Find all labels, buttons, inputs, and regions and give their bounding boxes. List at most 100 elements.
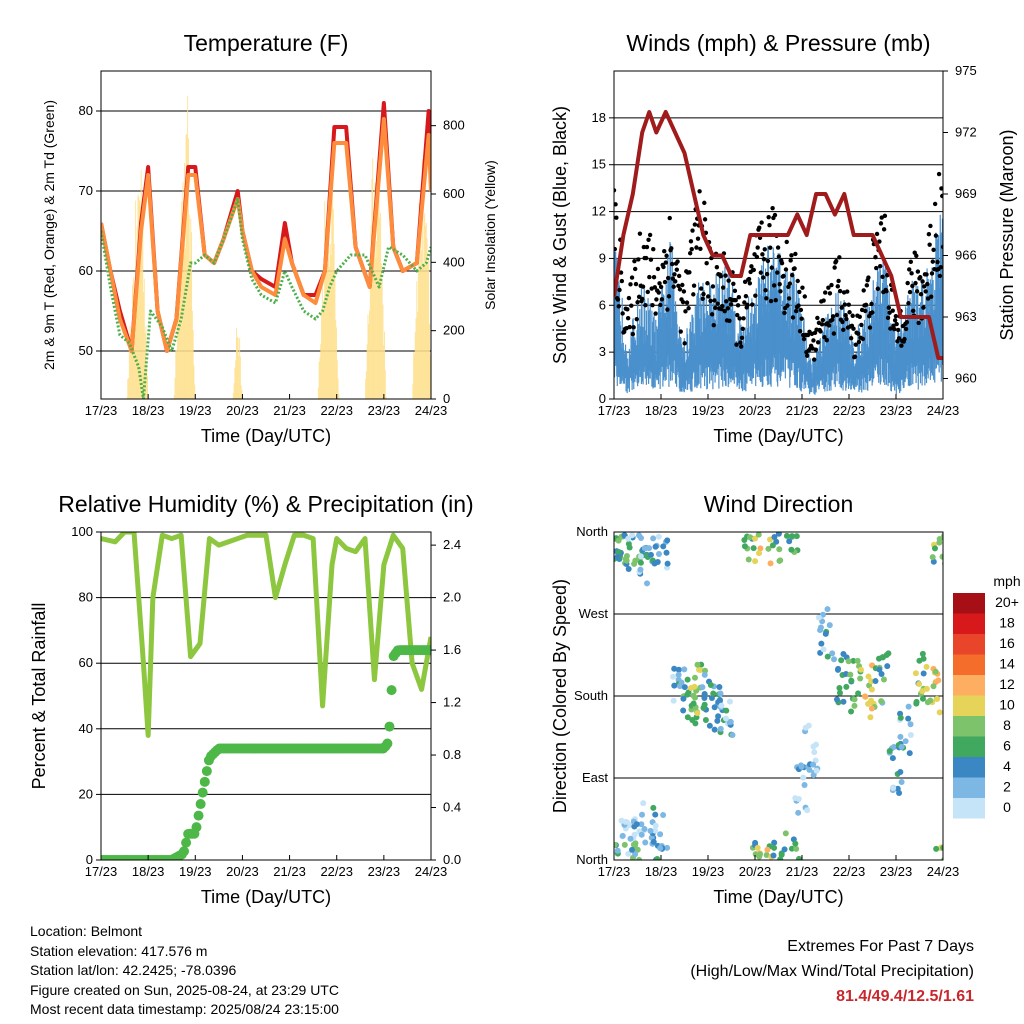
gust-point <box>640 284 646 289</box>
y-tick-label: 70 <box>79 183 93 198</box>
direction-point <box>776 546 783 553</box>
direction-point <box>897 733 904 740</box>
y-tick-label: 60 <box>79 655 93 670</box>
y2-tick-label: 963 <box>955 309 977 324</box>
gust-point <box>905 280 910 286</box>
direction-point <box>642 839 649 846</box>
gust-point <box>698 246 703 252</box>
gust-point <box>845 289 850 294</box>
direction-point <box>650 838 657 845</box>
gust-point <box>915 269 921 274</box>
gust-point <box>734 342 739 347</box>
temp-series-line <box>101 197 431 399</box>
gust-point <box>636 294 642 299</box>
gust-point <box>662 249 667 254</box>
gust-point <box>763 288 768 293</box>
gust-point <box>641 244 647 250</box>
gust-point <box>614 188 617 193</box>
direction-point <box>652 811 659 818</box>
gust-point <box>765 258 771 264</box>
direction-point <box>929 554 936 561</box>
x-tick-label: 21/23 <box>786 403 819 418</box>
colorbar-label: 4 <box>1003 758 1011 774</box>
gust-point <box>735 303 741 308</box>
y2-tick-label: 1.2 <box>443 695 461 710</box>
extremes-title: Extremes For Past 7 Days <box>787 938 974 955</box>
direction-point <box>717 725 724 732</box>
direction-point <box>711 704 718 711</box>
direction-point <box>636 532 643 539</box>
direction-point <box>850 657 857 664</box>
x-axis-label: Time (Day/UTC) <box>201 887 331 907</box>
x-tick-label: 21/23 <box>273 403 306 418</box>
station-info: Location: Belmont Station elevation: 417… <box>30 922 339 1020</box>
gust-point <box>892 326 897 332</box>
gust-point <box>760 275 766 280</box>
gust-point <box>626 295 632 301</box>
direction-point <box>706 722 713 729</box>
gust-point <box>691 283 697 288</box>
direction-point <box>919 688 926 695</box>
gust-point <box>927 242 932 247</box>
direction-point <box>939 553 943 560</box>
direction-point <box>765 545 772 552</box>
gust-point <box>907 289 913 295</box>
gust-point <box>837 255 842 260</box>
gust-point <box>727 318 732 323</box>
gust-point <box>683 309 688 314</box>
gust-point <box>881 227 887 232</box>
gust-point <box>671 284 676 289</box>
direction-point <box>826 622 833 629</box>
x-tick-label: 21/23 <box>786 864 819 879</box>
gust-point <box>877 263 883 269</box>
colorbar-label: 14 <box>999 656 1015 672</box>
gust-point <box>747 281 753 286</box>
gust-point <box>726 278 731 283</box>
direction-point <box>905 715 912 722</box>
direction-point <box>936 709 943 716</box>
gust-point <box>804 353 810 358</box>
x-axis-label: Time (Day/UTC) <box>713 887 843 907</box>
x-tick-label: 23/23 <box>368 403 401 418</box>
direction-point <box>638 831 645 838</box>
gust-point <box>743 293 749 299</box>
gust-point <box>658 302 663 308</box>
gust-point <box>840 319 845 325</box>
colorbar-swatch <box>953 654 985 675</box>
direction-point <box>763 852 770 859</box>
y-tick-label: 20 <box>79 786 93 801</box>
gust-point <box>908 259 914 265</box>
gust-point <box>928 223 933 229</box>
colorbar-swatch <box>953 716 985 737</box>
gust-point <box>775 245 781 250</box>
gust-point <box>873 254 878 260</box>
gust-point <box>684 300 690 305</box>
gust-point <box>863 302 869 308</box>
gust-point <box>910 308 916 314</box>
gust-point <box>788 258 793 263</box>
direction-point <box>792 840 799 847</box>
gust-point <box>682 341 687 346</box>
gust-point <box>647 232 653 238</box>
direction-point <box>632 851 639 858</box>
station-elevation: Station elevation: 417.576 m <box>30 942 208 959</box>
gust-point <box>835 284 840 289</box>
direction-point <box>650 535 657 542</box>
direction-point <box>671 682 678 689</box>
gust-point <box>634 316 639 322</box>
gust-point <box>783 267 789 272</box>
direction-point <box>813 741 820 748</box>
direction-point <box>931 545 938 552</box>
gust-point <box>907 267 912 272</box>
gust-point <box>631 325 636 330</box>
y2-tick-label: 975 <box>955 63 977 78</box>
direction-point <box>890 785 897 792</box>
gust-point <box>739 344 744 349</box>
x-axis-label: Time (Day/UTC) <box>201 426 331 446</box>
gust-point <box>860 336 866 342</box>
direction-point <box>680 695 687 702</box>
gust-point <box>665 275 671 281</box>
direction-point <box>836 684 843 691</box>
direction-point <box>923 663 930 670</box>
gust-point <box>637 231 643 236</box>
